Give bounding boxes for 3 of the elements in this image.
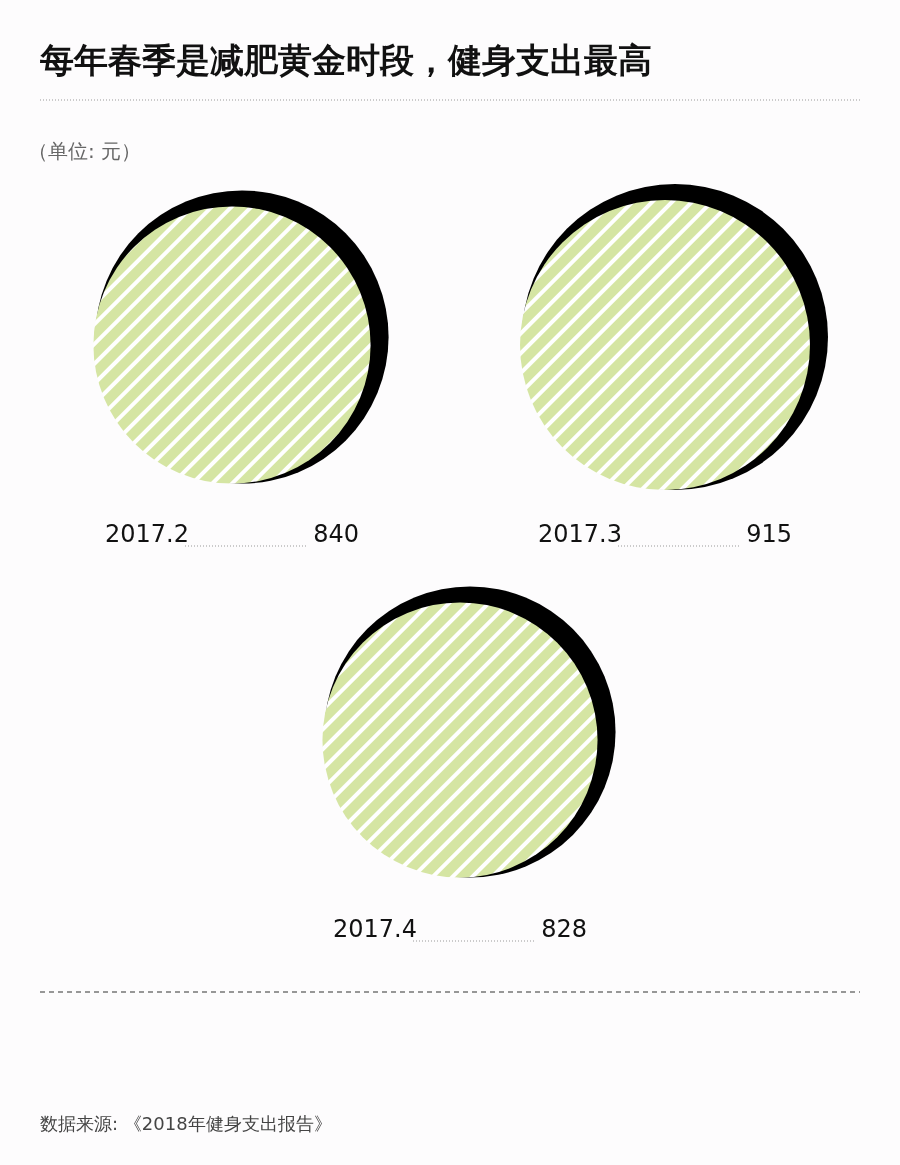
title: 每年春季是减肥黄金时段，健身支出最高 — [40, 40, 652, 80]
annotation: 数据来源: 《2018年健身支出报告》 — [40, 1113, 332, 1134]
subtitle: （单位: 元） — [28, 139, 142, 163]
